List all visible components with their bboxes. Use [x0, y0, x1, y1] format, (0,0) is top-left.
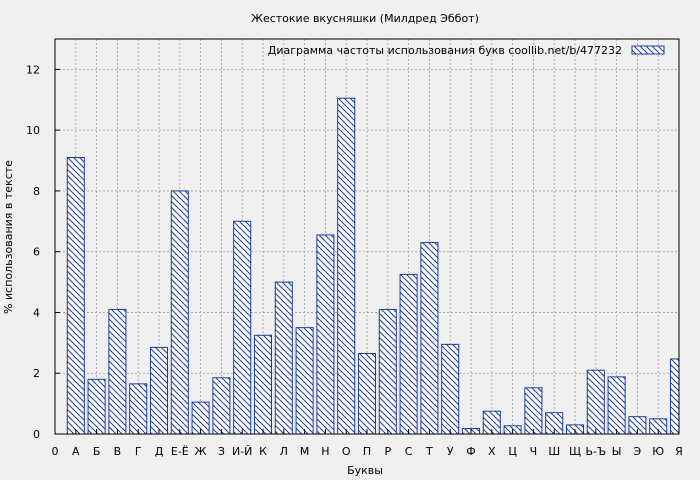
x-tick-label: Ч: [530, 445, 538, 458]
x-tick-label: К: [259, 445, 267, 458]
y-axis-ticks: 0 2 4 6 8 10 12: [26, 63, 60, 441]
x-tick-label: З: [218, 445, 225, 458]
x-tick-label: Ц: [508, 445, 517, 458]
x-tick-label: А: [72, 445, 80, 458]
legend-swatch: [631, 45, 665, 55]
x-tick-label: Г: [135, 445, 142, 458]
y-tick-label: 6: [33, 246, 40, 259]
x-tick-label: Ь-Ъ: [585, 445, 606, 458]
x-axis-ticks: 0 А Б В Г Д Е-Ё Ж З И-Й К Л М Н О П Р С Т У Ф Х Ц Ч Ш Щ Ь-Ъ Ы Э Ю Я: [52, 429, 683, 458]
x-tick-label: Т: [425, 445, 433, 458]
bar-Ы: [607, 376, 626, 435]
y-tick-label: 12: [26, 63, 40, 76]
x-tick-label: Д: [155, 445, 164, 458]
bar-Л: [274, 281, 293, 435]
y-tick-label: 10: [26, 124, 40, 137]
chart-title: Жестокие вкусняшки (Милдред Эббот): [251, 12, 479, 25]
bar-Н: [316, 234, 335, 435]
bar-Е-Ё: [170, 190, 189, 435]
x-tick-label: Ю: [652, 445, 664, 458]
bar-П: [357, 352, 377, 435]
bar-Р: [378, 308, 397, 435]
x-tick-label: Ж: [195, 445, 207, 458]
bar-И-Й: [233, 220, 252, 435]
bar-Д: [149, 346, 169, 435]
bar-К: [253, 334, 273, 435]
y-tick-label: 4: [33, 306, 40, 319]
x-tick-label: Е-Ё: [171, 445, 189, 458]
x-tick-label: В: [114, 445, 122, 458]
legend-label: Диаграмма частоты использования букв coo…: [268, 44, 622, 57]
x-tick-label: М: [300, 445, 310, 458]
bar-В: [108, 308, 127, 435]
bar-З: [212, 377, 231, 435]
x-tick-label: О: [342, 445, 351, 458]
bar-О: [337, 97, 356, 435]
bar-Г: [129, 383, 148, 435]
x-tick-label: Э: [634, 445, 642, 458]
x-tick-label: Х: [488, 445, 496, 458]
bar-С: [399, 273, 418, 435]
bar-А: [66, 157, 85, 435]
y-axis-label: % использования в тексте: [2, 160, 15, 314]
x-tick-label: Ш: [548, 445, 560, 458]
bar-Я: [669, 358, 680, 435]
bar-Т: [420, 242, 439, 435]
y-tick-label: 8: [33, 185, 40, 198]
x-tick-label: У: [447, 445, 454, 458]
x-tick-label: Я: [675, 445, 683, 458]
bar-Б: [87, 378, 106, 435]
x-tick-label: П: [363, 445, 371, 458]
bar-Ь-Ъ: [586, 369, 605, 435]
x-tick-label: С: [405, 445, 413, 458]
y-tick-label: 2: [33, 367, 40, 380]
x-tick-label: Н: [321, 445, 329, 458]
x-tick-label: Л: [280, 445, 288, 458]
x-tick-label: Ф: [466, 445, 475, 458]
x-tick-label: И-Й: [232, 445, 252, 458]
x-tick-label: Ы: [612, 445, 622, 458]
bar-Ч: [524, 387, 543, 435]
x-tick-label: Б: [93, 445, 101, 458]
bars: [66, 97, 680, 435]
bar-У: [441, 343, 460, 435]
x-tick-label: Р: [384, 445, 391, 458]
x-axis-label: Буквы: [347, 464, 383, 477]
x-tick-label: Щ: [569, 445, 581, 458]
x-tick-label: 0: [52, 445, 59, 458]
legend: Диаграмма частоты использования букв coo…: [268, 44, 665, 57]
bar-М: [295, 327, 314, 435]
y-tick-label: 0: [33, 428, 40, 441]
